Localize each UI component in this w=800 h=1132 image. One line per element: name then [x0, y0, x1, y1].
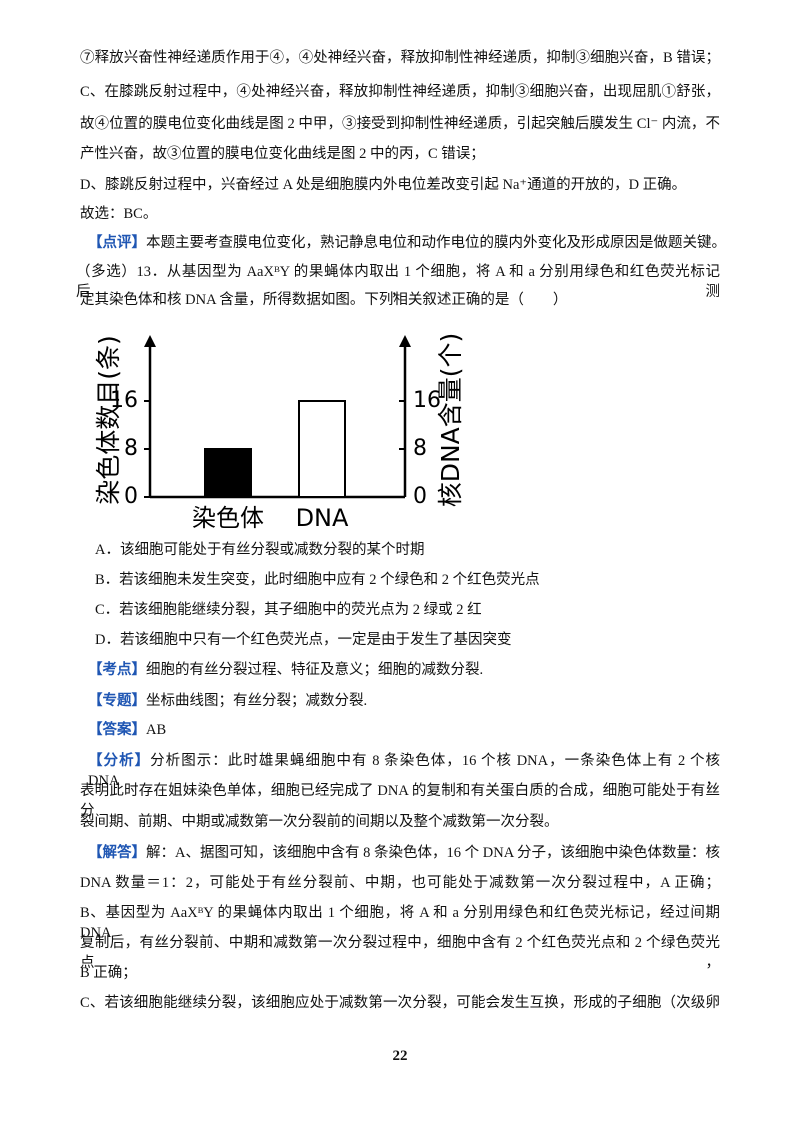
section-label: 【答案】 [88, 722, 146, 738]
text-line: D、膝跳反射过程中，兴奋经过 A 处是细胞膜内外电位差改变引起 Na⁺通道的开放… [80, 175, 720, 195]
text-line: ⑦释放兴奋性神经递质作用于④，④处神经兴奋，释放抑制性神经递质，抑制③细胞兴奋，… [80, 48, 720, 68]
y-axis-title: 染色体数目(条) [94, 335, 123, 505]
y-tick-label: 0 [124, 484, 138, 509]
text-line: B．若该细胞未发生突变，此时细胞中应有 2 个绿色和 2 个红色荧光点 [95, 570, 720, 590]
text: B、基因型为 AaXᴮY 的果蝇体内取出 1 个细胞，将 A 和 a 分别用绿色… [80, 905, 720, 941]
text: 本题主要考查膜电位变化，熟记静息电位和动作电位的膜内外变化及形成原因是做题关键。 [146, 235, 726, 251]
text: 故选：BC。 [80, 206, 158, 222]
text-line: C．若该细胞能继续分裂，其子细胞中的荧光点为 2 绿或 2 红 [95, 600, 720, 620]
y-tick-label: 16 [110, 388, 138, 413]
section-label: 【考点】 [88, 662, 146, 678]
y2-axis-title: 核DNA含量(个) [436, 333, 465, 508]
page-number: 22 [392, 1048, 408, 1064]
text-line: A．该细胞可能处于有丝分裂或减数分裂的某个时期 [95, 540, 720, 560]
y2-tick-label: 16 [413, 388, 441, 413]
text: 解：A、据图可知，该细胞中含有 8 条染色体，16 个 DNA 分子，该细胞中染… [146, 845, 721, 861]
text-line: D．若该细胞中只有一个红色荧光点，一定是由于发生了基因突变 [95, 630, 720, 650]
text: （多选）13．从基因型为 AaXᴮY 的果蝇体内取出 1 个细胞，将 A 和 a… [76, 264, 720, 300]
bar [204, 448, 252, 498]
text-line: B 正确； [80, 963, 720, 983]
bar [298, 400, 346, 498]
section-label: 【解答】 [88, 845, 147, 861]
text: ⑦释放兴奋性神经递质作用于④，④处神经兴奋，释放抑制性神经递质，抑制③细胞兴奋，… [80, 50, 720, 66]
text-line: C、在膝跳反射过程中，④处神经兴奋，释放抑制性神经递质，抑制③细胞兴奋，出现屈肌… [80, 82, 720, 102]
text: D．若该细胞中只有一个红色荧光点，一定是由于发生了基因突变 [95, 632, 512, 648]
text-line: 故选：BC。 [80, 204, 720, 224]
text-line: 【分析】分析图示：此时雄果蝇细胞中有 8 条染色体，16 个核 DNA，一条染色… [88, 751, 720, 791]
text-line: B、基因型为 AaXᴮY 的果蝇体内取出 1 个细胞，将 A 和 a 分别用绿色… [80, 903, 720, 943]
section-label: 【专题】 [88, 693, 146, 709]
text-line: 产性兴奋，故③位置的膜电位变化曲线是图 2 中的丙，C 错误； [80, 144, 720, 164]
text-line: 裂间期、前期、中期或减数第一次分裂前的间期以及整个减数第一次分裂。 [80, 812, 720, 832]
text-line: （多选）13．从基因型为 AaXᴮY 的果蝇体内取出 1 个细胞，将 A 和 a… [76, 262, 720, 302]
text-line: 【考点】细胞的有丝分裂过程、特征及意义；细胞的减数分裂. [88, 660, 720, 680]
text-line: 【答案】AB [88, 720, 720, 740]
text: B．若该细胞未发生突变，此时细胞中应有 2 个绿色和 2 个红色荧光点 [95, 572, 540, 588]
y2-tick-label: 8 [413, 436, 427, 461]
text-line: C、若该细胞能继续分裂，该细胞应处于减数第一次分裂，可能会发生互换，形成的子细胞… [80, 993, 720, 1013]
text: A．该细胞可能处于有丝分裂或减数分裂的某个时期 [95, 542, 425, 558]
text-line: 故④位置的膜电位变化曲线是图 2 中甲，③接受到抑制性神经递质，引起突触后膜发生… [80, 114, 720, 134]
text-line: 复制后，有丝分裂前、中期和减数第一次分裂过程中，细胞中含有 2 个红色荧光点和 … [80, 933, 720, 973]
section-label: 【点评】 [88, 235, 146, 251]
section-label: 【分析】 [88, 753, 151, 769]
text: D、膝跳反射过程中，兴奋经过 A 处是细胞膜内外电位差改变引起 Na⁺通道的开放… [80, 177, 687, 193]
text-line: 定其染色体和核 DNA 含量，所得数据如图。下列相关叙述正确的是（ ） [80, 290, 720, 310]
text: 产性兴奋，故③位置的膜电位变化曲线是图 2 中的丙，C 错误； [80, 146, 485, 162]
y-axis-arrow [144, 335, 156, 347]
text: 复制后，有丝分裂前、中期和减数第一次分裂过程中，细胞中含有 2 个红色荧光点和 … [80, 935, 720, 971]
text-line: 【点评】本题主要考查膜电位变化，熟记静息电位和动作电位的膜内外变化及形成原因是做… [88, 233, 726, 253]
text-line: 表明此时存在姐妹染色单体，细胞已经完成了 DNA 的复制和有关蛋白质的合成，细胞… [80, 781, 720, 821]
text: C、若该细胞能继续分裂，该细胞应处于减数第一次分裂，可能会发生互换，形成的子细胞… [80, 995, 720, 1011]
text: 定其染色体和核 DNA 含量，所得数据如图。下列相关叙述正确的是（ ） [80, 292, 568, 308]
text: 表明此时存在姐妹染色单体，细胞已经完成了 DNA 的复制和有关蛋白质的合成，细胞… [80, 783, 720, 819]
text: B 正确； [80, 965, 137, 981]
x-tick-label: 染色体 [192, 504, 264, 532]
y2-axis-arrow [399, 335, 411, 347]
text: C、在膝跳反射过程中，④处神经兴奋，释放抑制性神经递质，抑制③细胞兴奋，出现屈肌… [80, 84, 720, 100]
text: 细胞的有丝分裂过程、特征及意义；细胞的减数分裂. [146, 662, 484, 678]
text-line: 【解答】解：A、据图可知，该细胞中含有 8 条染色体，16 个 DNA 分子，该… [88, 843, 720, 863]
text: 裂间期、前期、中期或减数第一次分裂前的间期以及整个减数第一次分裂。 [80, 814, 559, 830]
x-tick-label: DNA [296, 504, 349, 532]
text-line: 【专题】坐标曲线图；有丝分裂；减数分裂. [88, 691, 720, 711]
text: AB [146, 722, 167, 738]
text: 故④位置的膜电位变化曲线是图 2 中甲，③接受到抑制性神经递质，引起突触后膜发生… [80, 116, 720, 132]
text: 分析图示：此时雄果蝇细胞中有 8 条染色体，16 个核 DNA，一条染色体上有 … [88, 753, 721, 789]
text: 坐标曲线图；有丝分裂；减数分裂. [146, 693, 368, 709]
text: C．若该细胞能继续分裂，其子细胞中的荧光点为 2 绿或 2 红 [95, 602, 482, 618]
y2-tick-label: 0 [413, 484, 427, 509]
text-line: DNA 数量＝1：2，可能处于有丝分裂前、中期，也可能处于减数第一次分裂过程中，… [80, 873, 720, 893]
y-tick-label: 8 [124, 436, 138, 461]
text: DNA 数量＝1：2，可能处于有丝分裂前、中期，也可能处于减数第一次分裂过程中，… [80, 875, 720, 891]
